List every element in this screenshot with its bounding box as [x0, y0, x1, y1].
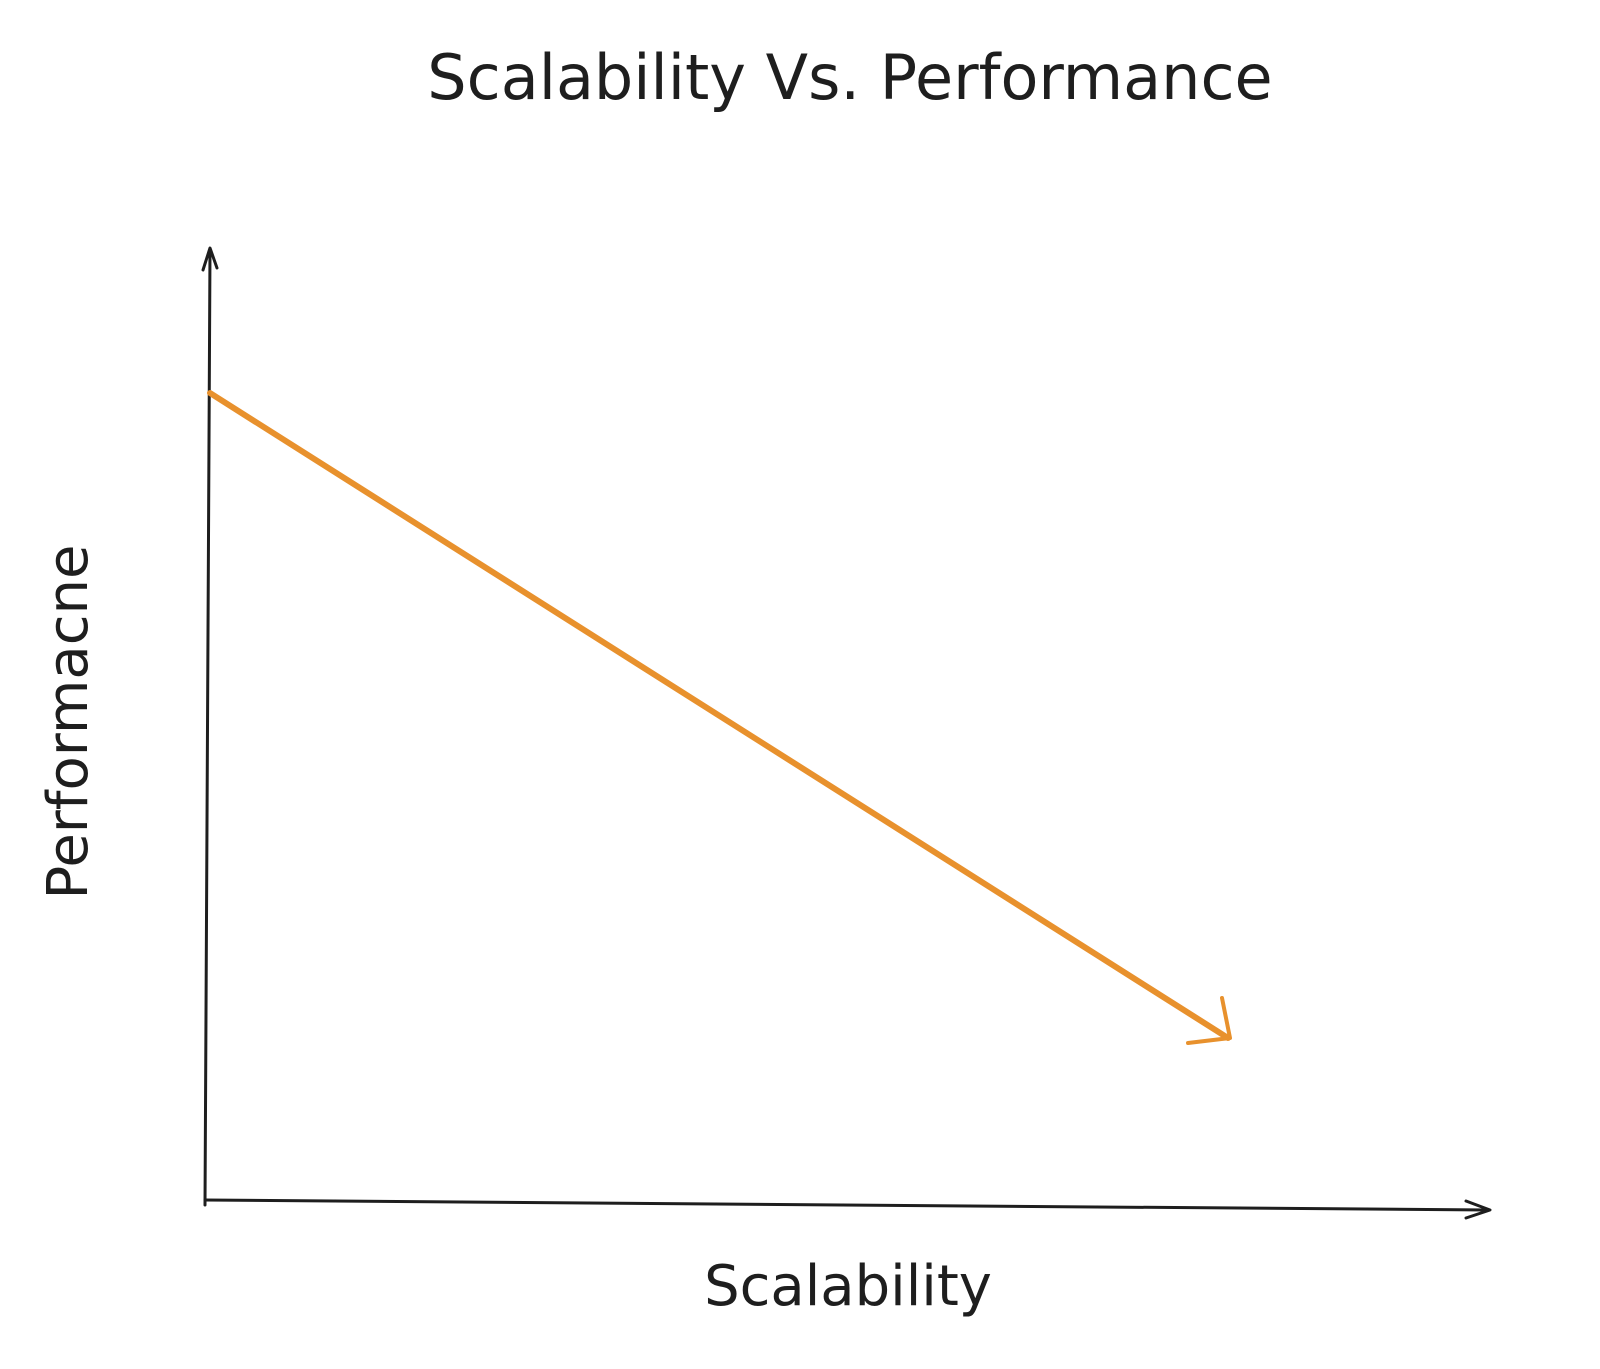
trend-arrowhead	[1186, 996, 1232, 1045]
x-axis-arrowhead	[1464, 1199, 1492, 1220]
y-axis	[203, 248, 212, 1207]
y-axis-arrowhead	[201, 246, 219, 272]
trend-line	[207, 390, 1231, 1041]
title: Scalability Vs. Performance	[427, 41, 1272, 114]
y-axis-label: Performacne	[36, 545, 101, 900]
x-axis	[203, 1198, 1490, 1212]
x-axis-label: Scalability	[704, 1254, 992, 1319]
